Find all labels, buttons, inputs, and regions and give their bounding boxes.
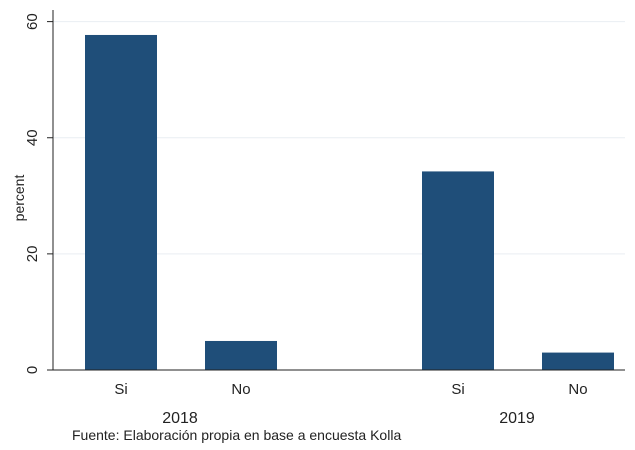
y-axis: 0 20 40 60 (24, 10, 625, 374)
bar-2019-si (422, 171, 494, 370)
bar-2018-si (85, 34, 157, 370)
source-note: Fuente: Elaboración propia en base a enc… (72, 427, 401, 443)
category-label-2018-no: No (231, 381, 250, 398)
y-tick-label-60: 60 (24, 13, 41, 30)
category-label-2019-si: Si (451, 381, 464, 398)
group-label-2019: 2019 (499, 410, 535, 427)
y-axis-title: percent (11, 175, 27, 222)
bars (85, 34, 614, 370)
category-label-2018-si: Si (114, 381, 127, 398)
x-axis-labels: Si No 2018 Si No 2019 (114, 381, 587, 427)
category-label-2019-no: No (568, 381, 587, 398)
group-label-2018: 2018 (162, 410, 198, 427)
bar-2018-no (205, 340, 277, 370)
y-tick-label-0: 0 (24, 366, 41, 374)
y-tick-label-40: 40 (24, 129, 41, 146)
bar-2019-no (542, 352, 614, 370)
y-tick-label-20: 20 (24, 246, 41, 263)
